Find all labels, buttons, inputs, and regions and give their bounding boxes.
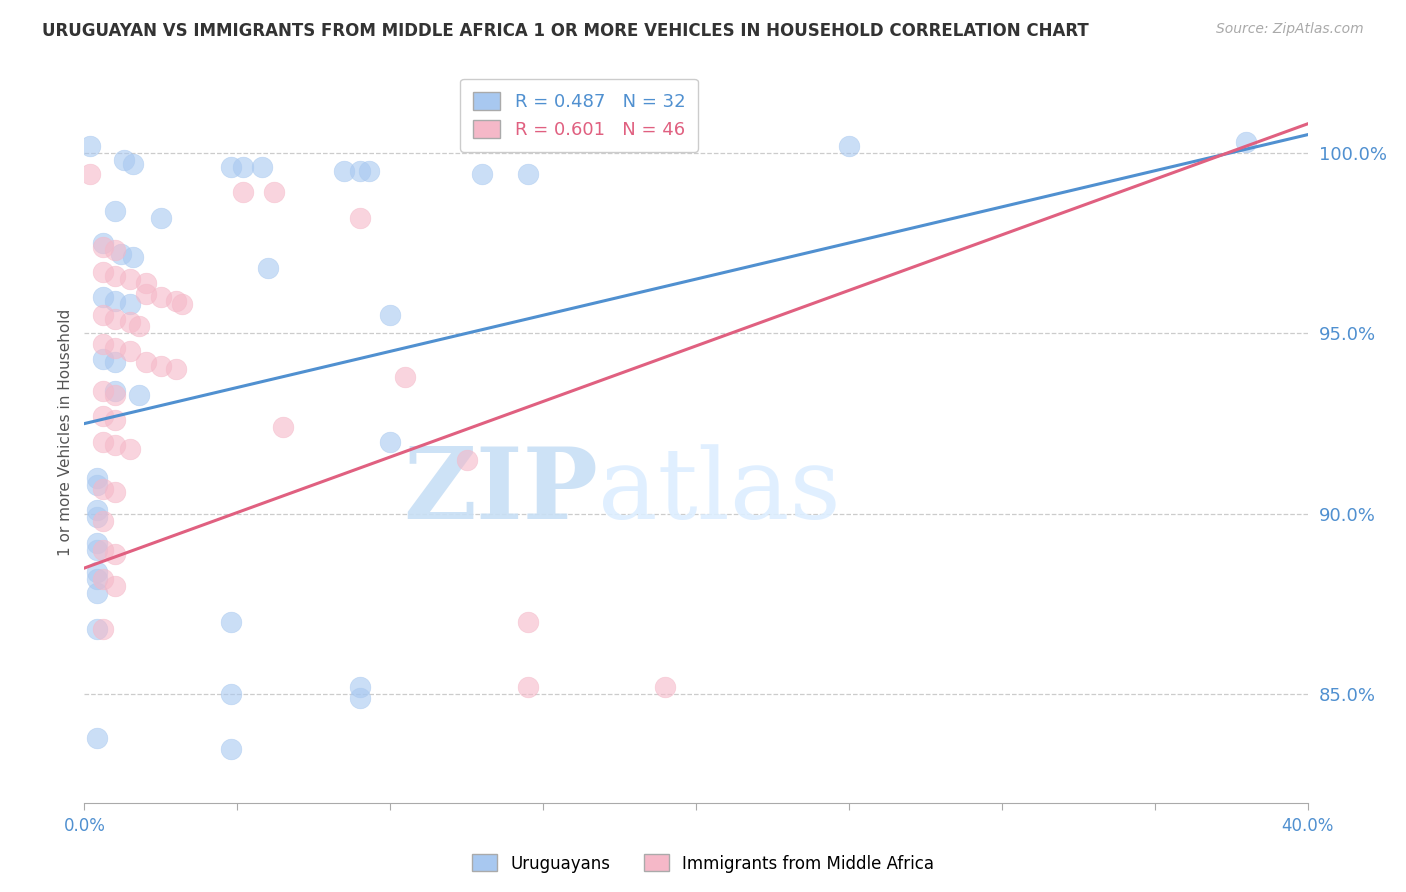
Point	[91, 290, 114, 304]
Point	[104, 268, 127, 283]
Point	[86, 543, 108, 558]
Point	[86, 565, 108, 579]
Point	[516, 615, 538, 630]
Point	[122, 156, 145, 170]
Text: URUGUAYAN VS IMMIGRANTS FROM MIDDLE AFRICA 1 OR MORE VEHICLES IN HOUSEHOLD CORRE: URUGUAYAN VS IMMIGRANTS FROM MIDDLE AFRI…	[42, 22, 1088, 40]
Point	[333, 163, 356, 178]
Point	[516, 680, 538, 694]
Point	[104, 387, 127, 401]
Point	[104, 579, 127, 593]
Point	[86, 535, 108, 549]
Point	[250, 160, 273, 174]
Point	[86, 586, 108, 600]
Point	[456, 452, 478, 467]
Point	[149, 290, 172, 304]
Point	[349, 163, 371, 178]
Point	[232, 160, 254, 174]
Point	[91, 351, 114, 366]
Point	[219, 160, 242, 174]
Point	[232, 186, 254, 200]
Point	[104, 203, 127, 218]
Point	[135, 355, 157, 369]
Legend: Uruguayans, Immigrants from Middle Africa: Uruguayans, Immigrants from Middle Afric…	[465, 847, 941, 880]
Point	[86, 731, 108, 745]
Point	[219, 741, 242, 756]
Point	[120, 344, 142, 359]
Point	[86, 572, 108, 586]
Point	[79, 138, 101, 153]
Point	[104, 355, 127, 369]
Point	[110, 247, 132, 261]
Text: ZIP: ZIP	[404, 443, 598, 541]
Point	[104, 244, 127, 258]
Point	[91, 434, 114, 449]
Point	[104, 311, 127, 326]
Point	[91, 239, 114, 253]
Point	[104, 485, 127, 500]
Point	[104, 384, 127, 398]
Legend: R = 0.487   N = 32, R = 0.601   N = 46: R = 0.487 N = 32, R = 0.601 N = 46	[460, 78, 697, 152]
Point	[91, 337, 114, 351]
Point	[271, 420, 294, 434]
Point	[104, 413, 127, 427]
Point	[165, 293, 187, 308]
Point	[380, 434, 402, 449]
Point	[349, 691, 371, 706]
Point	[104, 293, 127, 308]
Point	[128, 319, 150, 334]
Point	[86, 510, 108, 524]
Point	[149, 211, 172, 225]
Point	[219, 688, 242, 702]
Point	[471, 168, 494, 182]
Point	[149, 359, 172, 373]
Point	[263, 186, 285, 200]
Point	[86, 503, 108, 517]
Point	[91, 572, 114, 586]
Point	[120, 316, 142, 330]
Point	[86, 478, 108, 492]
Text: atlas: atlas	[598, 444, 841, 540]
Point	[120, 297, 142, 311]
Point	[120, 442, 142, 456]
Text: Source: ZipAtlas.com: Source: ZipAtlas.com	[1216, 22, 1364, 37]
Point	[394, 369, 416, 384]
Y-axis label: 1 or more Vehicles in Household: 1 or more Vehicles in Household	[58, 309, 73, 557]
Point	[91, 235, 114, 250]
Point	[112, 153, 135, 167]
Point	[838, 138, 860, 153]
Point	[122, 251, 145, 265]
Point	[357, 163, 380, 178]
Point	[79, 168, 101, 182]
Point	[104, 547, 127, 561]
Point	[91, 543, 114, 558]
Point	[172, 297, 194, 311]
Point	[91, 409, 114, 424]
Point	[135, 276, 157, 290]
Point	[104, 438, 127, 452]
Point	[86, 471, 108, 485]
Point	[349, 211, 371, 225]
Point	[91, 623, 114, 637]
Point	[165, 362, 187, 376]
Point	[516, 168, 538, 182]
Point	[380, 308, 402, 322]
Point	[128, 387, 150, 401]
Point	[91, 308, 114, 322]
Point	[349, 680, 371, 694]
Point	[91, 482, 114, 496]
Point	[91, 384, 114, 398]
Point	[1236, 135, 1258, 149]
Point	[104, 341, 127, 355]
Point	[219, 615, 242, 630]
Point	[91, 265, 114, 279]
Point	[91, 514, 114, 528]
Point	[120, 272, 142, 286]
Point	[257, 261, 280, 276]
Point	[135, 286, 157, 301]
Point	[86, 623, 108, 637]
Point	[654, 680, 676, 694]
